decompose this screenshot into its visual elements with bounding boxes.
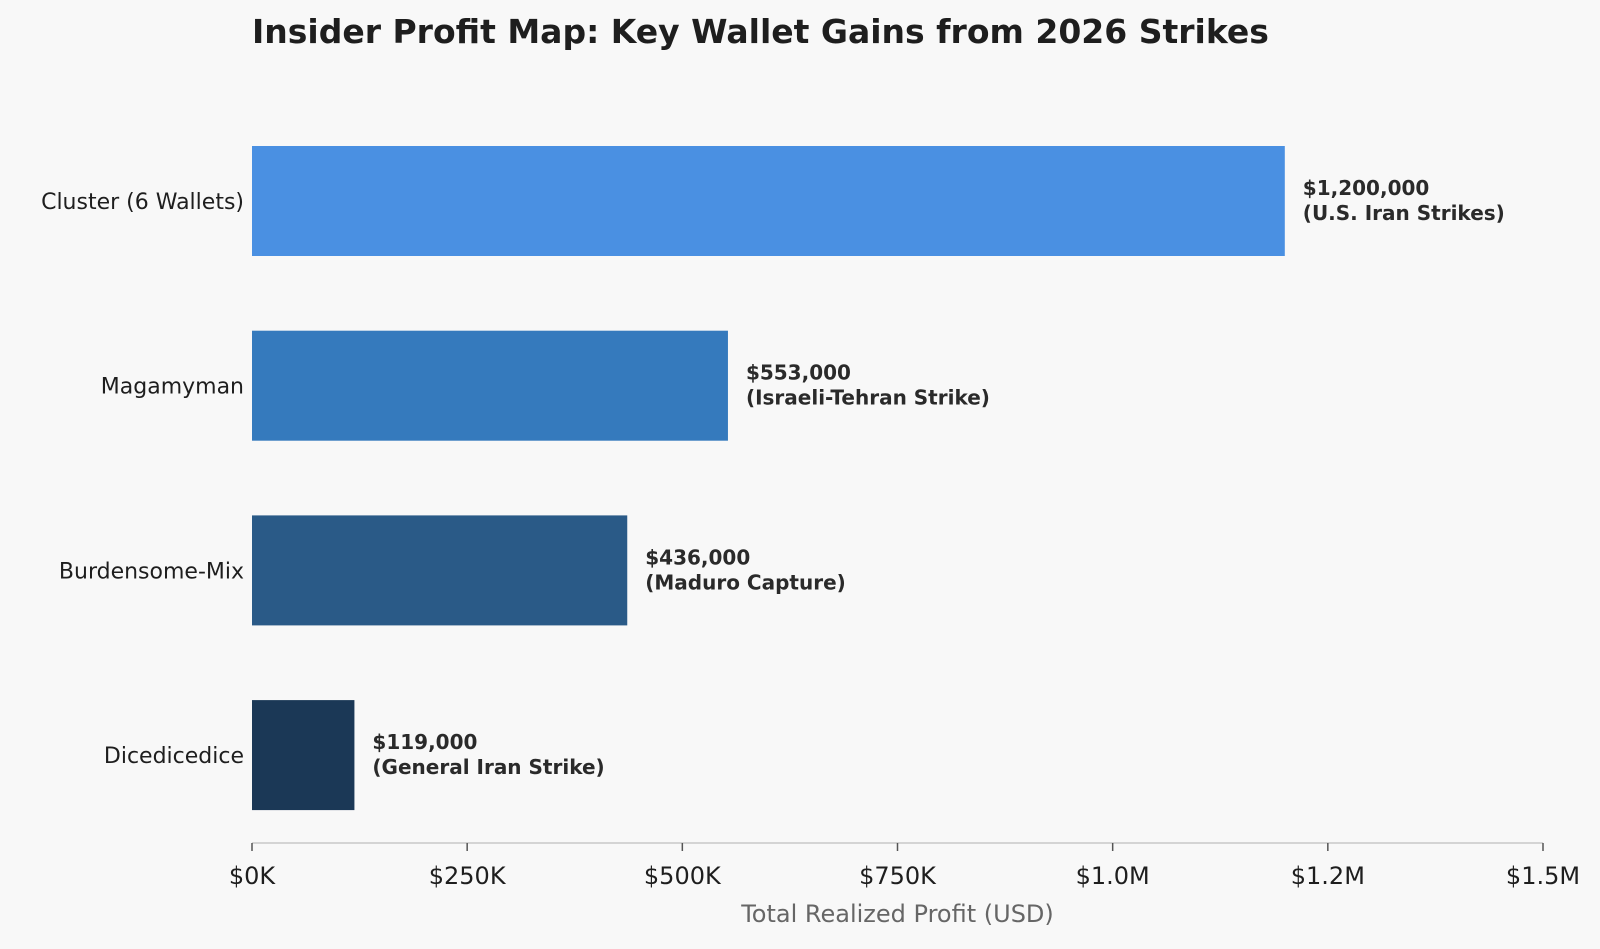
data-label-value-2: $436,000	[645, 545, 750, 569]
chart-title: Insider Profit Map: Key Wallet Gains fro…	[252, 12, 1269, 51]
data-label-event-3: (General Iran Strike)	[372, 755, 604, 779]
x-tick-label-0: $0K	[229, 862, 277, 890]
bar-2	[252, 515, 628, 626]
bar-3	[252, 700, 355, 811]
x-tick-label-2: $500K	[644, 862, 722, 890]
x-tick-label-4: $1.0M	[1076, 862, 1150, 890]
data-label-value-1: $553,000	[746, 361, 851, 385]
data-label-event-2: (Maduro Capture)	[645, 570, 846, 594]
x-axis-label: Total Realized Profit (USD)	[740, 900, 1054, 928]
data-label-value-3: $119,000	[372, 730, 477, 754]
category-label-1: Magamyman	[101, 375, 244, 400]
bars-layer	[252, 146, 1285, 811]
labels-layer: Cluster (6 Wallets) $1,200,000(U.S. Iran …	[41, 176, 1505, 779]
bar-1	[252, 330, 728, 441]
x-tick-label-1: $250K	[429, 862, 507, 890]
data-label-event-1: (Israeli-Tehran Strike)	[746, 386, 990, 410]
x-tick-label-6: $1.5M	[1506, 862, 1580, 890]
data-label-value-0: $1,200,000	[1303, 176, 1430, 200]
data-label-event-0: (U.S. Iran Strikes)	[1303, 201, 1505, 225]
category-label-0: Cluster (6 Wallets)	[41, 190, 244, 215]
bar-0	[252, 146, 1285, 256]
category-label-3: Dicedicedice	[104, 744, 244, 769]
x-tick-label-5: $1.2M	[1291, 862, 1365, 890]
category-label-2: Burdensome-Mix	[59, 559, 244, 584]
x-tick-label-3: $750K	[859, 862, 937, 890]
x-ticks-layer: $0K $250K $500K $750K $1.0M $1.2M $1.5M	[229, 843, 1580, 890]
